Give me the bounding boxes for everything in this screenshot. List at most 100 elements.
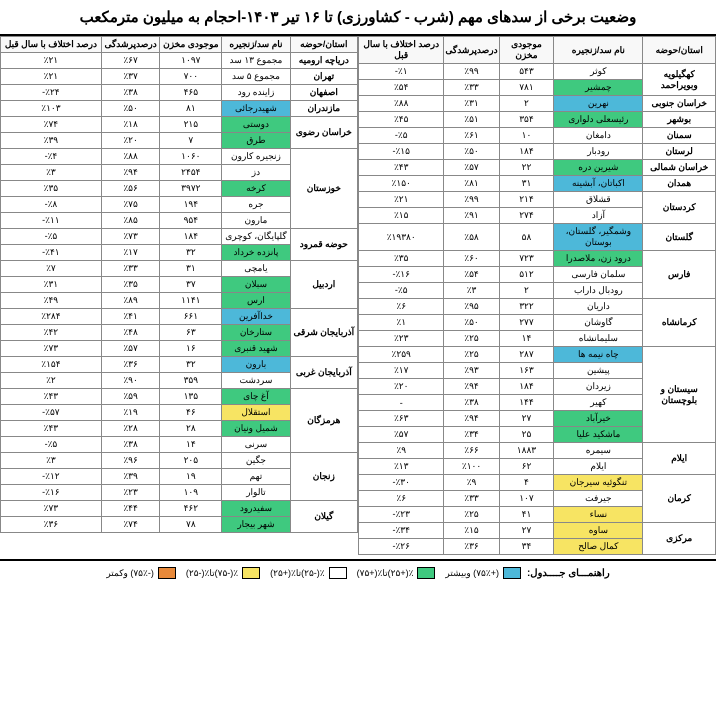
data-cell: ۳۵۹: [160, 373, 222, 389]
data-cell: ٪۴۱: [101, 309, 160, 325]
legend-item: ٪(-۲۵)تا٪(+۲۵): [270, 567, 347, 579]
data-cell: ٪۵۹: [101, 389, 160, 405]
data-cell: ٪۷۳: [101, 229, 160, 245]
data-cell: ٪۸۸: [101, 149, 160, 165]
data-cell: ٪۳۷: [101, 69, 160, 85]
data-cell: ٪۳۶: [1, 517, 102, 533]
data-cell: ٪۱-: [359, 64, 444, 80]
data-cell: ۲۵: [499, 427, 554, 443]
data-cell: ۳۹۷۲: [160, 181, 222, 197]
data-cell: ٪۱۲-: [1, 469, 102, 485]
right-table-wrap: استان/حوضه نام سد/زنجیره موجودی مخزن درص…: [0, 36, 358, 555]
col-vol: موجودی مخزن: [160, 37, 222, 53]
data-cell: سلیمانشاه: [554, 331, 643, 347]
data-cell: ٪۹۶: [101, 453, 160, 469]
data-cell: کهیر: [554, 395, 643, 411]
data-cell: ۲۷: [499, 411, 554, 427]
table-row: کردستانقشلاق۲۱۴٪۹۹٪۲۱: [359, 192, 716, 208]
table-row: اصفهانزاینده رود۴۶۵٪۳۸٪۲۴-: [1, 85, 358, 101]
data-cell: ۳۲: [160, 245, 222, 261]
data-cell: ۹۵۴: [160, 213, 222, 229]
data-cell: ۳۲: [160, 357, 222, 373]
data-cell: ٪۷۴: [1, 117, 102, 133]
data-cell: ۴۶۵: [160, 85, 222, 101]
data-cell: مارون: [222, 213, 290, 229]
data-cell: ٪۴۸: [101, 325, 160, 341]
data-cell: ٪۵۴: [359, 80, 444, 96]
table-row: زنجانجگین۲۰۵٪۹۶٪۳: [1, 453, 358, 469]
data-cell: ٪۱۳: [359, 459, 444, 475]
data-cell: داریان: [554, 299, 643, 315]
data-cell: ٪۲۱: [1, 69, 102, 85]
province-cell: اردبیل: [290, 261, 357, 309]
data-cell: ٪۸۸: [359, 96, 444, 112]
legend-swatch: [242, 567, 260, 579]
data-cell: ماشکید علیا: [554, 427, 643, 443]
data-cell: ۸۱: [160, 101, 222, 117]
data-cell: استقلال: [222, 405, 290, 421]
data-cell: بارون: [222, 357, 290, 373]
data-cell: ۱۰۹۷: [160, 53, 222, 69]
table-row: دریاچه ارومیهمجموع ۱۳ سد۱۰۹۷٪۶۷٪۲۱: [1, 53, 358, 69]
data-cell: ٪۹۴: [444, 379, 499, 395]
legend: راهنمـــای جــــدول: (+۷۵٪) وبیشتر٪(+۲۵)…: [0, 559, 716, 585]
col-fill: درصدپرشدگی: [444, 37, 499, 64]
data-cell: ۴۱: [499, 507, 554, 523]
data-cell: ساوه: [554, 523, 643, 539]
data-cell: ٪۱: [359, 315, 444, 331]
data-cell: سفیدرود: [222, 501, 290, 517]
col-dam: نام سد/زنجیره: [554, 37, 643, 64]
province-cell: حوضه قمرود: [290, 229, 357, 261]
legend-item: ٪(-۷۵)تا٪(-۲۵): [186, 567, 260, 579]
data-cell: ٪۳۵: [101, 277, 160, 293]
data-cell: اکباتان، آبشینه: [554, 176, 643, 192]
data-cell: ٪۶۳: [359, 411, 444, 427]
data-cell: ٪۳: [444, 283, 499, 299]
table-row: سیستان و بلوچستانچاه نیمه ها۲۸۷٪۲۵٪۲۵۹: [359, 347, 716, 363]
data-cell: ٪۴-: [1, 149, 102, 165]
data-cell: ٪۱۸: [101, 117, 160, 133]
data-cell: ۳۴: [499, 539, 554, 555]
data-cell: ۳۷: [160, 277, 222, 293]
data-cell: ٪۲۸: [101, 421, 160, 437]
data-cell: ٪۱۷: [101, 245, 160, 261]
data-cell: ٪۴۴: [101, 501, 160, 517]
col-diff: درصد اختلاف با سال قبل: [1, 37, 102, 53]
data-cell: ٪۴۳: [1, 421, 102, 437]
data-cell: جیرفت: [554, 491, 643, 507]
data-cell: جگین: [222, 453, 290, 469]
data-cell: ٪۴۲: [1, 325, 102, 341]
data-cell: ۵۱۲: [499, 267, 554, 283]
province-cell: خراسان رضوی: [290, 117, 357, 149]
province-cell: فارس: [643, 251, 716, 299]
table-row: لرستانرودبار۱۸۴٪۵۰٪۱۵-: [359, 144, 716, 160]
province-cell: هرمزگان: [290, 389, 357, 453]
province-cell: ایلام: [643, 443, 716, 475]
table-row: گلستانوشمگیر، گلستان، بوستان۵۸٪۵۸٪۱۹۳۸۰: [359, 224, 716, 251]
data-cell: ۱۰۷: [499, 491, 554, 507]
table-row: کرمانتنگوئیه سیرجان۴٪۹٪۳۰-: [359, 475, 716, 491]
data-cell: ٪۱۶-: [1, 485, 102, 501]
data-cell: نهرین: [554, 96, 643, 112]
tables-container: استان/حوضه نام سد/زنجیره موجودی مخزن درص…: [0, 36, 716, 555]
legend-label: راهنمـــای جــــدول:: [527, 568, 610, 579]
legend-swatch: [417, 567, 435, 579]
data-cell: ٪۲۳: [359, 331, 444, 347]
data-cell: ٪۳۵: [359, 251, 444, 267]
data-cell: ٪۶۶: [444, 443, 499, 459]
data-cell: ۱۶: [160, 341, 222, 357]
data-cell: آزاد: [554, 208, 643, 224]
data-cell: -: [359, 395, 444, 411]
data-cell: شهر بیجار: [222, 517, 290, 533]
legend-swatch: [503, 567, 521, 579]
data-cell: ۱۹: [160, 469, 222, 485]
data-cell: کرخه: [222, 181, 290, 197]
data-cell: ٪۸۱: [444, 176, 499, 192]
table-row: خوزستانزنجیره کارون۱۰۶۰٪۸۸٪۴-: [1, 149, 358, 165]
data-cell: ٪۳۸: [444, 395, 499, 411]
data-cell: ٪۱۷: [359, 363, 444, 379]
data-cell: ۱۰: [499, 128, 554, 144]
data-cell: ٪۹۳: [444, 363, 499, 379]
data-cell: مجموع ۵ سد: [222, 69, 290, 85]
data-cell: ٪۴۳: [1, 389, 102, 405]
